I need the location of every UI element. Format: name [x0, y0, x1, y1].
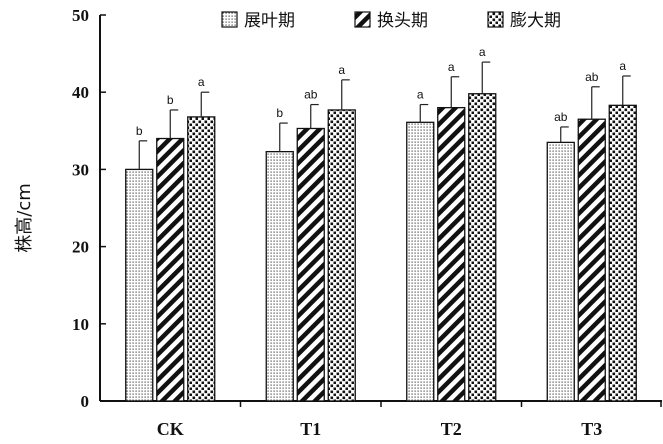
significance-label: a	[198, 75, 205, 89]
bar-t1-series-0	[265, 150, 294, 402]
significance-label: b	[136, 124, 143, 138]
legend: 展叶期 换头期 膨大期	[221, 11, 561, 31]
y-tick-label: 50	[72, 6, 89, 25]
bar-t3-series-2	[608, 104, 637, 402]
significance-label: b	[276, 106, 283, 120]
significance-label: b	[167, 93, 174, 107]
bar-ck-series-0	[125, 168, 154, 402]
bar-t3-series-0	[546, 141, 575, 402]
bar-ck-series-1	[156, 137, 185, 402]
significance-label: a	[479, 45, 486, 59]
x-category-label: T1	[300, 419, 321, 439]
y-axis-label: 株高/cm	[14, 183, 35, 253]
bar-t3-series-1	[577, 118, 606, 402]
y-tick-label: 40	[72, 83, 89, 102]
significance-label: a	[338, 63, 345, 77]
significance-label: a	[417, 88, 424, 102]
bar-t2-series-1	[437, 106, 466, 402]
y-tick-label: 30	[72, 160, 89, 179]
significance-label: ab	[304, 88, 318, 102]
y-axis-title: 株高/cm	[14, 183, 35, 253]
legend-swatch	[487, 11, 504, 28]
x-category-label: T2	[441, 419, 462, 439]
bar-t2-series-2	[468, 93, 497, 402]
y-tick-label: 0	[81, 392, 90, 411]
legend-label: 展叶期	[244, 11, 295, 31]
bar-t1-series-1	[296, 127, 325, 402]
bar-t2-series-0	[406, 121, 435, 402]
bar-ck-series-2	[187, 116, 216, 402]
bar-t1-series-2	[327, 109, 356, 402]
y-tick-label: 10	[72, 315, 89, 334]
significance-label: a	[448, 60, 455, 74]
legend-label: 换头期	[377, 11, 428, 31]
significance-label: a	[619, 59, 626, 73]
y-tick-label: 20	[72, 238, 89, 257]
x-category-label: CK	[157, 419, 184, 439]
legend-swatch	[354, 11, 371, 28]
x-category-label: T3	[581, 419, 602, 439]
legend-label: 膨大期	[510, 11, 561, 31]
significance-label: ab	[554, 110, 568, 124]
legend-swatch	[221, 11, 238, 28]
significance-label: ab	[585, 70, 599, 84]
